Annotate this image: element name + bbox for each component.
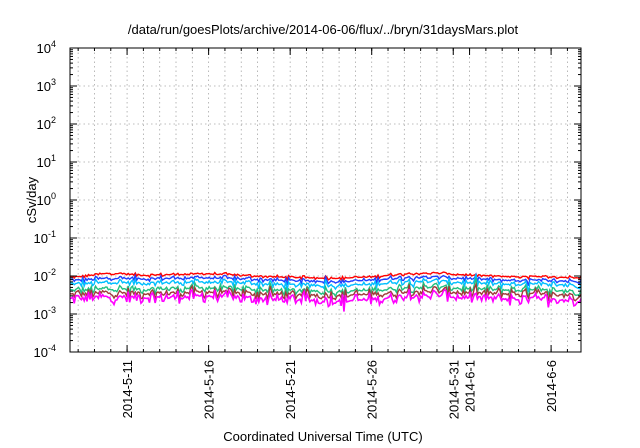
y-tick-exponent: -2 <box>48 267 56 277</box>
y-tick-base: 10 <box>37 41 51 56</box>
y-tick-exponent: 4 <box>51 39 56 49</box>
y-tick-base: 10 <box>37 193 51 208</box>
x-tick-label: 2014-5-26 <box>365 360 380 419</box>
y-tick-base: 10 <box>34 345 48 360</box>
axis-ticks: 10-410-310-210-11001011021031042014-5-11… <box>34 39 581 419</box>
y-tick-label: 102 <box>37 115 56 132</box>
y-tick-base: 10 <box>34 231 48 246</box>
y-tick-base: 10 <box>34 269 48 284</box>
series-line-3 <box>69 273 582 293</box>
series-line-4 <box>69 277 582 298</box>
series-line-2 <box>69 272 582 286</box>
y-tick-exponent: 3 <box>51 77 56 87</box>
grid <box>70 48 581 352</box>
series-line-6 <box>69 288 582 312</box>
y-tick-label: 10-2 <box>34 267 56 284</box>
y-tick-label: 101 <box>37 153 56 170</box>
y-axis-label: cSv/day <box>24 176 39 223</box>
y-tick-base: 10 <box>37 117 51 132</box>
y-tick-label: 10-3 <box>34 305 56 322</box>
y-tick-exponent: 0 <box>51 191 56 201</box>
series-group <box>69 271 582 312</box>
x-tick-label: 2014-6-1 <box>463 360 478 412</box>
x-tick-label: 2014-5-21 <box>283 360 298 419</box>
x-axis-label: Coordinated Universal Time (UTC) <box>223 429 422 444</box>
y-tick-label: 104 <box>37 39 56 56</box>
y-tick-exponent: -4 <box>48 343 56 353</box>
y-tick-label: 100 <box>37 191 56 208</box>
chart-title: /data/run/goesPlots/archive/2014-06-06/f… <box>128 22 519 37</box>
y-tick-label: 103 <box>37 77 56 94</box>
y-tick-exponent: -1 <box>48 229 56 239</box>
y-tick-label: 10-1 <box>34 229 56 246</box>
y-tick-exponent: 1 <box>51 153 56 163</box>
y-tick-exponent: 2 <box>51 115 56 125</box>
x-tick-label: 2014-5-11 <box>120 360 135 418</box>
x-tick-label: 2014-6-6 <box>544 360 559 412</box>
y-tick-base: 10 <box>34 307 48 322</box>
x-tick-label: 2014-5-31 <box>446 360 461 419</box>
y-tick-exponent: -3 <box>48 305 56 315</box>
x-tick-label: 2014-5-16 <box>202 360 217 419</box>
y-tick-base: 10 <box>37 79 51 94</box>
y-tick-label: 10-4 <box>34 343 56 360</box>
y-tick-base: 10 <box>37 155 51 170</box>
